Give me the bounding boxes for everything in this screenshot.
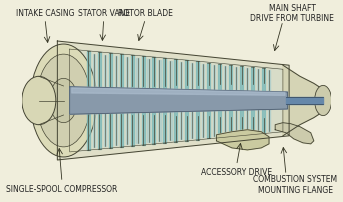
- Polygon shape: [224, 67, 226, 135]
- Polygon shape: [153, 58, 155, 144]
- Ellipse shape: [50, 79, 78, 123]
- Polygon shape: [104, 55, 106, 147]
- Ellipse shape: [22, 77, 56, 125]
- Polygon shape: [70, 50, 283, 152]
- Polygon shape: [251, 67, 254, 135]
- Polygon shape: [87, 52, 90, 150]
- Polygon shape: [240, 66, 243, 136]
- Text: ROTOR BLADE: ROTOR BLADE: [118, 9, 173, 18]
- Polygon shape: [229, 65, 232, 137]
- Polygon shape: [202, 65, 204, 137]
- Ellipse shape: [315, 86, 332, 116]
- Text: COMBUSTION SYSTEM
MOUNTING FLANGE: COMBUSTION SYSTEM MOUNTING FLANGE: [253, 175, 338, 194]
- Polygon shape: [257, 70, 259, 132]
- Polygon shape: [57, 42, 289, 160]
- Polygon shape: [191, 64, 193, 138]
- Text: ACCESSORY DRIVE: ACCESSORY DRIVE: [201, 167, 272, 176]
- Polygon shape: [185, 61, 188, 141]
- Polygon shape: [109, 54, 112, 148]
- Polygon shape: [213, 66, 215, 136]
- Polygon shape: [137, 59, 139, 143]
- Ellipse shape: [30, 45, 97, 157]
- Polygon shape: [98, 53, 101, 149]
- Polygon shape: [126, 58, 128, 144]
- Polygon shape: [235, 68, 237, 134]
- Polygon shape: [275, 123, 314, 144]
- Polygon shape: [196, 62, 199, 140]
- Polygon shape: [93, 54, 95, 148]
- Polygon shape: [283, 66, 321, 136]
- Polygon shape: [158, 61, 161, 141]
- Polygon shape: [163, 59, 166, 143]
- Polygon shape: [120, 55, 123, 147]
- Polygon shape: [180, 63, 182, 139]
- Polygon shape: [218, 64, 221, 138]
- Ellipse shape: [36, 55, 91, 147]
- Polygon shape: [131, 56, 133, 146]
- Polygon shape: [268, 71, 270, 131]
- Text: STATOR VANE: STATOR VANE: [78, 9, 130, 18]
- Polygon shape: [174, 60, 177, 142]
- Polygon shape: [246, 69, 248, 133]
- Polygon shape: [262, 68, 265, 134]
- Text: MAIN SHAFT
DRIVE FROM TURBINE: MAIN SHAFT DRIVE FROM TURBINE: [250, 4, 334, 23]
- Polygon shape: [147, 60, 150, 142]
- Polygon shape: [216, 130, 269, 150]
- Polygon shape: [207, 63, 210, 139]
- Polygon shape: [70, 87, 287, 115]
- FancyBboxPatch shape: [23, 7, 329, 195]
- Text: SINGLE-SPOOL COMPRESSOR: SINGLE-SPOOL COMPRESSOR: [6, 184, 118, 193]
- Polygon shape: [169, 62, 172, 140]
- Text: INTAKE CASING: INTAKE CASING: [16, 9, 74, 18]
- Polygon shape: [115, 56, 117, 146]
- Polygon shape: [142, 57, 144, 145]
